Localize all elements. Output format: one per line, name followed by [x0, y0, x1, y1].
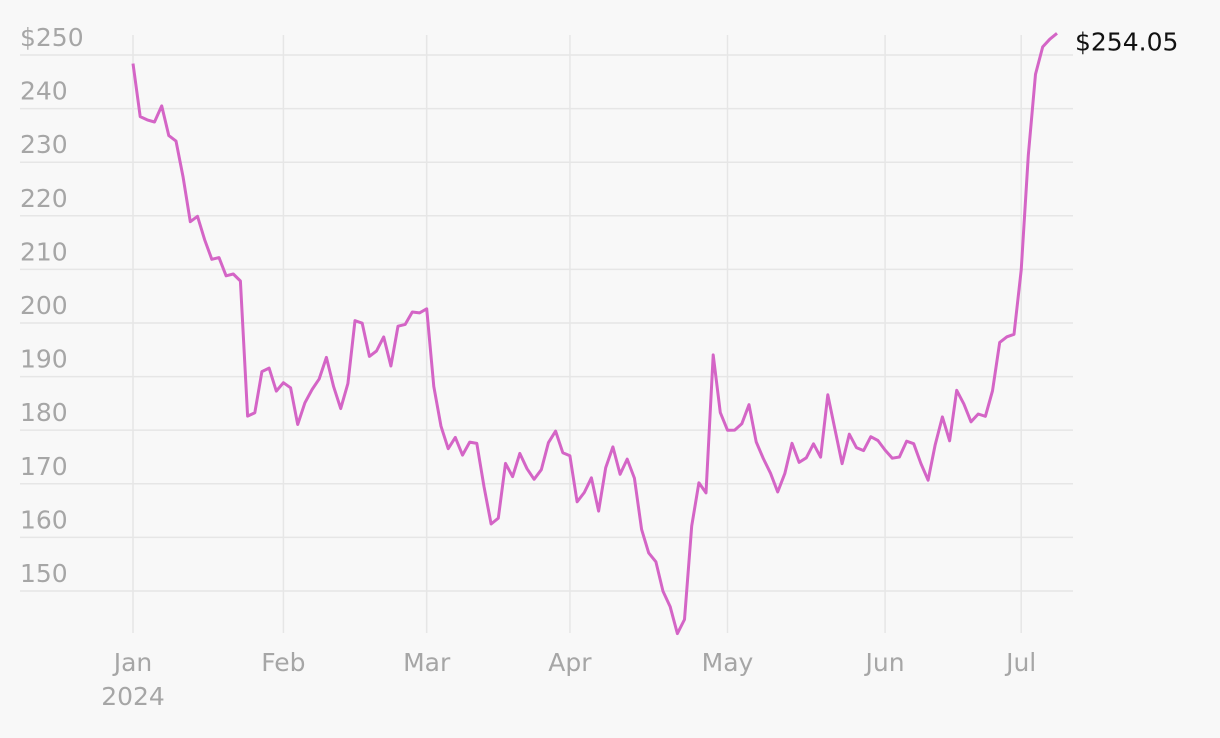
y-tick-label: 240	[20, 77, 68, 106]
x-year-label: 2024	[101, 682, 165, 711]
price-line	[131, 32, 1058, 636]
y-tick-label: 210	[20, 237, 68, 266]
x-tick-label: Jun	[864, 648, 905, 677]
x-tick-label: Apr	[548, 648, 592, 677]
x-tick-label: Jul	[1004, 648, 1036, 677]
y-tick-label: 170	[20, 452, 68, 481]
y-tick-label: 230	[20, 130, 68, 159]
x-tick-label: Mar	[403, 648, 451, 677]
y-tick-label: 180	[20, 398, 68, 427]
y-tick-label: 160	[20, 505, 68, 534]
y-tick-label: 200	[20, 291, 68, 320]
x-tick-label: Feb	[261, 648, 305, 677]
y-tick-label: $250	[20, 23, 84, 52]
end-label: $254.05	[1075, 27, 1178, 56]
y-tick-label: 190	[20, 345, 68, 374]
x-tick-label: Jan	[112, 648, 153, 677]
x-tick-label: May	[702, 648, 754, 677]
y-tick-label: 220	[20, 184, 68, 213]
y-tick-label: 150	[20, 559, 68, 588]
